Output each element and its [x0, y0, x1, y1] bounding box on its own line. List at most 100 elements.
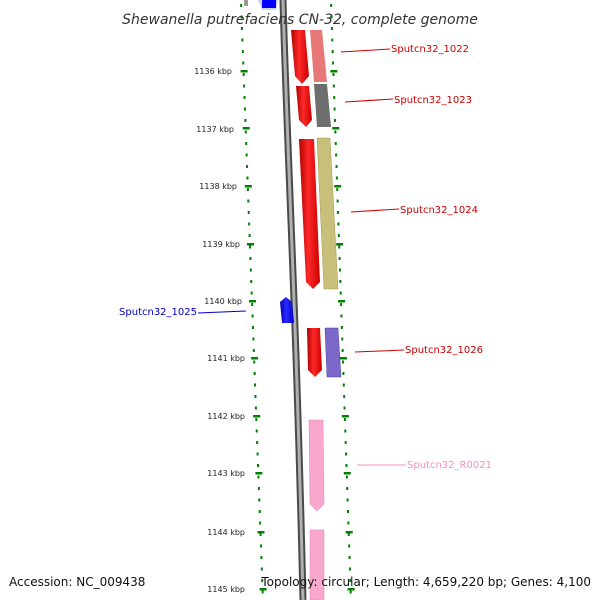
gene-label[interactable]: Sputcn32_1025: [119, 307, 197, 318]
kbp-label: 1140 kbp: [204, 297, 242, 306]
scale-labels: 1136 kbp 1137 kbp 1138 kbp 1139 kbp 1140…: [194, 67, 245, 594]
minor-tick: [247, 211, 250, 214]
major-tick: [246, 243, 254, 246]
minor-tick: [336, 188, 339, 191]
gene-sputcn32-1022[interactable]: Sputcn32_1022: [291, 30, 469, 84]
label-leader-line: [344, 98, 394, 103]
gene-sputcn32-r0021[interactable]: Sputcn32_R0021: [308, 419, 492, 512]
minor-tick: [260, 567, 263, 571]
minor-tick: [258, 510, 261, 513]
kbp-label: 1137 kbp: [196, 125, 234, 134]
minor-tick: [243, 84, 246, 88]
minor-tick: [331, 38, 334, 42]
minor-tick: [342, 372, 345, 375]
minor-tick: [251, 326, 254, 329]
major-tick: [257, 531, 265, 534]
minor-tick: [333, 96, 336, 99]
minor-tick: [243, 107, 246, 111]
minor-tick: [242, 73, 245, 76]
minor-tick: [249, 245, 252, 249]
minor-tick: [332, 73, 335, 76]
forward-cds-arrow[interactable]: [296, 86, 312, 127]
previous-feature-fragment: [244, 0, 248, 6]
major-tick: [339, 357, 347, 360]
minor-tick: [246, 176, 249, 180]
minor-tick: [334, 130, 337, 134]
minor-tick: [250, 291, 253, 295]
kbp-label: 1141 kbp: [207, 354, 245, 363]
minor-tick: [250, 280, 253, 283]
label-leader-line: [340, 48, 391, 53]
minor-tick: [340, 314, 343, 318]
forward-cds-arrow[interactable]: [291, 30, 309, 84]
minor-tick: [260, 556, 263, 559]
minor-tick: [348, 567, 351, 571]
minor-tick: [261, 579, 264, 582]
minor-tick: [254, 383, 257, 387]
gene-sputcn32-1024[interactable]: Sputcn32_1024: [299, 137, 478, 290]
major-tick: [334, 185, 342, 188]
kbp-label: 1145 kbp: [207, 585, 245, 594]
minor-tick: [249, 257, 252, 260]
function-category-block: [324, 327, 342, 378]
next-rna-gene-fragment[interactable]: [309, 529, 325, 600]
minor-tick: [341, 349, 344, 352]
minor-tick: [253, 360, 256, 364]
minor-tick: [246, 165, 249, 168]
forward-cds-arrow[interactable]: [299, 139, 320, 289]
minor-tick: [339, 291, 342, 295]
minor-tick: [337, 234, 340, 237]
minor-tick: [338, 268, 341, 272]
gene-sputcn32-1026[interactable]: Sputcn32_1026: [307, 327, 483, 378]
minor-tick: [343, 395, 346, 398]
minor-tick: [258, 498, 261, 502]
gene-label[interactable]: Sputcn32_1022: [391, 44, 469, 55]
rna-gene-arrow[interactable]: [308, 419, 325, 512]
minor-tick: [330, 15, 333, 19]
minor-tick: [340, 326, 343, 329]
minor-tick: [348, 544, 351, 548]
minor-tick: [247, 199, 250, 203]
major-tick: [255, 472, 263, 475]
kbp-label: 1142 kbp: [207, 412, 245, 421]
genome-summary-text: Topology: circular; Length: 4,659,220 bp…: [260, 575, 591, 589]
previous-reverse-gene-fragment[interactable]: [262, 0, 276, 8]
scale-ticks: [240, 4, 355, 594]
minor-tick: [241, 38, 244, 42]
minor-tick: [259, 544, 262, 548]
minor-tick: [240, 27, 243, 30]
gene-sputcn32-1023[interactable]: Sputcn32_1023: [296, 84, 472, 127]
major-tick: [343, 472, 351, 475]
minor-tick: [346, 487, 349, 490]
minor-tick: [330, 4, 333, 7]
minor-tick: [245, 153, 248, 157]
forward-cds-arrow[interactable]: [307, 328, 322, 377]
minor-tick: [341, 337, 344, 341]
reverse-cds-arrow[interactable]: [280, 297, 294, 323]
minor-tick: [349, 590, 352, 594]
major-tick: [242, 127, 250, 130]
major-tick: [336, 243, 344, 246]
minor-tick: [243, 96, 246, 99]
minor-tick: [253, 372, 256, 375]
minor-tick: [347, 510, 349, 513]
minor-tick: [256, 441, 259, 444]
minor-tick: [248, 234, 251, 237]
minor-tick: [254, 395, 257, 398]
major-tick: [341, 415, 349, 418]
minor-tick: [343, 418, 346, 421]
gene-label[interactable]: Sputcn32_1026: [405, 345, 483, 356]
minor-tick: [240, 4, 243, 7]
minor-tick: [251, 303, 254, 306]
gene-label[interactable]: Sputcn32_1023: [394, 95, 472, 106]
minor-tick: [345, 464, 348, 467]
minor-tick: [343, 406, 346, 410]
gene-label[interactable]: Sputcn32_R0021: [407, 460, 492, 471]
map-title: Shewanella putrefaciens CN-32, complete …: [122, 12, 478, 28]
minor-tick: [256, 452, 259, 456]
gene-label[interactable]: Sputcn32_1024: [400, 205, 478, 216]
minor-tick: [244, 130, 247, 134]
gene-sputcn32-1025[interactable]: Sputcn32_1025: [119, 297, 294, 323]
minor-tick: [332, 61, 335, 65]
minor-tick: [335, 165, 338, 168]
